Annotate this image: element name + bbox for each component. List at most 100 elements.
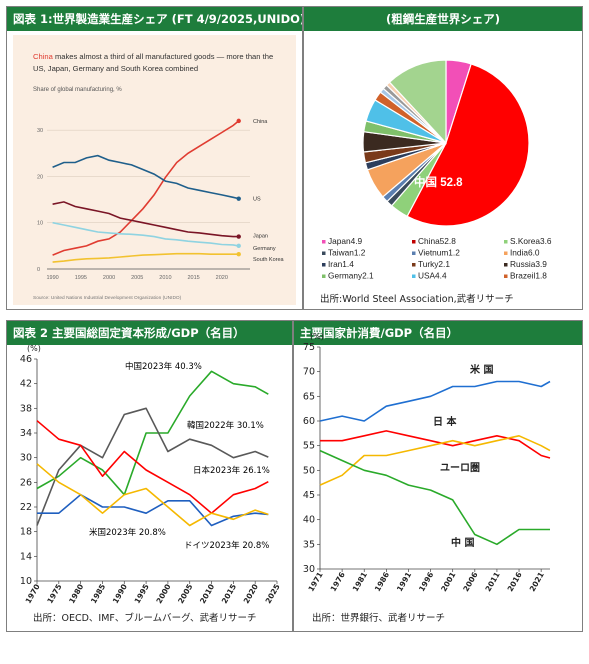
x-tick-label: 2011 [483,571,501,594]
x-tick-label: 1996 [417,571,435,594]
y-tick-label: 26 [20,477,32,488]
x-tick-label: 1980 [67,583,85,606]
legend-label: Brazeil1.8 [510,271,547,281]
x-tick-label: 2021 [528,571,546,594]
legend-label: Iran1.4 [328,259,354,269]
series-label: ユーロ圏 [440,462,480,474]
series-label: 中 国 [451,536,474,549]
source-note: 出所：OECD、IMF、ブルームバーグ、武者リサーチ [33,613,257,624]
panel-header: 主要国家計消費/GDP（名目） [294,321,582,345]
x-tick-label: 2010 [159,275,171,281]
series-end-point [236,196,241,201]
source-note: 出所：世界銀行、武者リサーチ [312,613,446,624]
series-line-south-korea [52,252,239,263]
annotation-label: 米国2023年 20.8% [89,527,166,538]
x-tick-label: 1991 [395,571,413,594]
y-tick-label: 70 [303,367,315,378]
ft-chart: China makes almost a third of all manufa… [13,35,296,305]
panel-header: 図表 2 主要国総固定資本形成/GDP（名目） [7,321,292,345]
panel-header: (粗鋼生産世界シェア) [304,7,582,31]
y-tick-label: 34 [20,428,32,439]
panel-title: 図表 1:世界製造業生産シェア (FT 4/9/2025,UNIDO) [13,12,302,26]
y-tick-label: 45 [303,490,315,501]
annotation-label: 中国2023年 40.3% [125,361,202,372]
legend-label: Germany2.1 [328,271,374,281]
y-tick-label: 60 [303,416,315,427]
series-label: China [253,119,268,125]
x-tick-label: 2015 [187,275,199,281]
x-tick-label: 2020 [216,275,228,281]
x-tick-label: 1985 [89,583,107,606]
x-tick-label: 2015 [220,583,238,606]
legend-label: Turky2.1 [418,259,450,269]
x-tick-label: 1981 [351,571,369,594]
y-tick-label: 22 [20,502,32,513]
y-tick-label: 0 [37,267,40,273]
x-tick-label: 2005 [176,583,194,606]
y-tick-label: 30 [20,453,32,464]
annotation-label: ドイツ2023年 20.8% [184,540,269,551]
series-line-germany [52,221,239,247]
y-tick-label: 10 [20,576,32,587]
chart-title-line2: US, Japan, Germany and South Korea combi… [33,64,198,73]
series-line-us [52,154,239,200]
y-tick-label: 65 [303,391,315,402]
chart-source: Source: United Nations Industrial Develo… [33,295,182,301]
legend-swatch [322,263,326,267]
chart-background [13,35,296,305]
series-end-point [236,251,241,257]
x-tick-label: 2000 [103,275,115,281]
x-tick-label: 2010 [198,583,216,606]
series-end-point [236,243,241,249]
panel-title: (粗鋼生産世界シェア) [385,12,500,26]
chart-subtitle: Share of global manufacturing, % [33,87,122,93]
legend-label: Vietnum1.2 [418,248,460,258]
x-tick-label: 2016 [506,571,524,594]
legend-swatch [412,251,416,255]
series-label: 日 本 [433,415,457,428]
legend-label: Taiwan1.2 [328,248,366,258]
steel-pie-chart: 中国 52.8 Japan4.9 China52.8 S.Korea3.6 Taiwan… [322,59,552,281]
legend-label: USA4.4 [418,271,447,281]
legend-swatch [504,240,508,244]
series-label: 米 国 [470,363,493,376]
panel-title: 主要国家計消費/GDP（名目） [300,326,459,340]
series-line [36,420,269,514]
y-axis-unit: (%) [310,332,324,341]
legend-label: Japan4.9 [328,236,363,246]
y-tick-label: 55 [303,441,315,452]
series-line [36,407,269,526]
chart-title-highlight: China [33,52,54,61]
legend-swatch [504,263,508,267]
y-tick-label: 38 [20,403,32,414]
y-tick-label: 10 [37,221,43,227]
y-tick-label: 14 [20,551,32,562]
series-line [319,380,551,422]
series-end-point [236,234,241,239]
source-note: 出所:World Steel Association,武者リサーチ [320,294,514,305]
pie-slice-other [388,59,447,145]
legend-swatch [504,274,508,278]
legend-label: China52.8 [418,236,456,246]
series-line [36,370,269,496]
series-line-china [52,120,240,256]
legend-swatch [322,240,326,244]
legend-swatch [412,263,416,267]
y-tick-label: 75 [303,342,315,353]
legend-swatch [412,274,416,278]
x-tick-label: 2020 [242,583,260,606]
x-tick-label: 1995 [133,583,151,606]
y-tick-label: 30 [37,128,43,134]
legend-label: S.Korea3.6 [510,236,552,246]
x-tick-label: 2025 [264,583,282,606]
x-tick-label: 2006 [461,571,479,594]
legend-label: Russia3.9 [510,259,547,269]
y-tick-label: 35 [303,539,315,550]
y-tick-label: 50 [303,465,315,476]
x-tick-label: 1990 [111,583,129,606]
x-tick-label: 2001 [439,571,457,594]
y-axis-unit: (%) [27,344,41,353]
y-tick-label: 20 [37,174,43,180]
series-label: Japan [253,234,268,240]
